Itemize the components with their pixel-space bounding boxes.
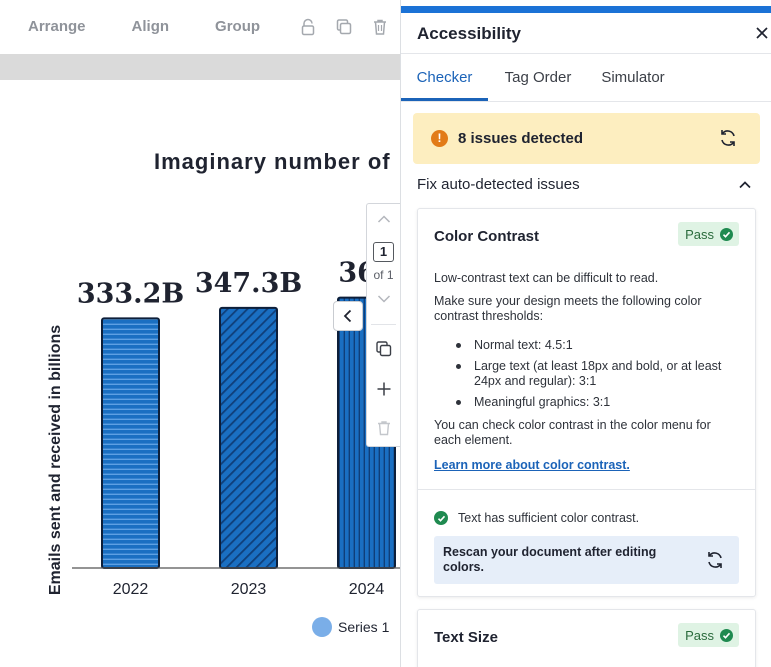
arrange-button[interactable]: Arrange <box>28 18 86 35</box>
card-divider <box>418 489 755 490</box>
plus-icon[interactable] <box>367 381 400 397</box>
legend-series-1-label: Series 1 <box>338 619 390 635</box>
color-contrast-card: Color Contrast Pass Low-contrast text ca… <box>417 208 756 597</box>
panel-divider <box>371 324 396 325</box>
status-badge: Pass <box>678 222 739 246</box>
editor-toolbar: Arrange Align Group <box>0 0 400 54</box>
card-title: Color Contrast <box>434 228 539 245</box>
learn-more-link[interactable]: Learn more about color contrast. <box>434 458 630 472</box>
rescan-prompt: Rescan your document after editing color… <box>434 536 739 584</box>
contrast-result-text: Text has sufficient color contrast. <box>458 511 640 525</box>
fix-issues-label: Fix auto-detected issues <box>417 176 580 193</box>
align-button[interactable]: Align <box>131 18 170 35</box>
issues-banner: ! 8 issues detected <box>413 113 760 164</box>
panel-accent-bar <box>401 6 771 13</box>
page-number[interactable]: 1 <box>373 242 394 262</box>
active-tab-indicator <box>401 98 488 101</box>
chevron-up-icon <box>739 181 751 189</box>
trash-icon[interactable] <box>372 17 388 37</box>
y-axis-label: Emails sent and received in billions <box>47 325 64 595</box>
x-tick-label-2022: 2022 <box>113 581 149 598</box>
status-label: Pass <box>685 627 714 643</box>
editor-area: Arrange Align Group <box>0 0 400 667</box>
list-item: Large text (at least 18px and bold, or a… <box>446 359 736 389</box>
chevron-down-icon[interactable] <box>367 294 400 304</box>
duplicate-page-icon[interactable] <box>367 341 400 357</box>
legend-series-1-swatch <box>312 617 332 637</box>
rescan-text: Rescan your document after editing color… <box>443 545 657 574</box>
page-navigator: 1 of 1 <box>366 203 400 447</box>
data-label-2022: 333.2B <box>77 278 184 309</box>
group-button[interactable]: Group <box>215 18 261 35</box>
tab-simulator[interactable]: Simulator <box>601 69 665 86</box>
tab-checker[interactable]: Checker <box>416 69 473 86</box>
contrast-intro: Low-contrast text can be difficult to re… <box>434 271 659 285</box>
card-title: Text Size <box>434 629 498 646</box>
contrast-result: Text has sufficient color contrast. <box>434 511 639 525</box>
panel-tabs: Checker Tag Order Simulator <box>401 54 771 102</box>
warning-icon: ! <box>431 130 448 147</box>
close-icon[interactable] <box>754 25 770 41</box>
canvas-top-strip <box>0 54 400 80</box>
chevron-left-icon <box>343 309 352 323</box>
check-icon <box>434 511 448 525</box>
text-size-card[interactable]: Text Size Pass <box>417 609 756 667</box>
chart-title: Imaginary number of <box>154 149 391 174</box>
color-menu-note: You can check color contrast in the colo… <box>434 418 711 447</box>
check-icon <box>720 227 733 241</box>
page-count: of 1 <box>373 268 394 282</box>
panel-title: Accessibility <box>417 24 521 43</box>
accessibility-panel: Accessibility Checker Tag Order Simulato… <box>400 0 771 667</box>
panel-header: Accessibility <box>401 13 771 54</box>
thresholds-list: Normal text: 4.5:1 Large text (at least … <box>446 338 736 416</box>
thresholds-intro: Make sure your design meets the followin… <box>434 294 702 323</box>
refresh-icon[interactable] <box>705 550 725 570</box>
status-label: Pass <box>685 226 714 242</box>
bar-chart[interactable]: Imaginary number of Emails sent and rece… <box>0 80 400 667</box>
issues-count: 8 issues detected <box>458 130 584 147</box>
status-badge: Pass <box>678 623 739 647</box>
tab-tag-order[interactable]: Tag Order <box>504 69 572 86</box>
fix-issues-section-toggle[interactable]: Fix auto-detected issues <box>401 172 771 198</box>
x-tick-label-2024: 2024 <box>349 581 385 598</box>
lock-icon[interactable] <box>300 17 316 37</box>
data-label-2023: 347.3B <box>195 268 302 299</box>
bar-2023[interactable] <box>219 306 278 569</box>
list-item: Normal text: 4.5:1 <box>446 338 736 353</box>
chevron-up-icon[interactable] <box>367 214 400 224</box>
refresh-icon[interactable] <box>718 128 738 148</box>
list-item: Meaningful graphics: 3:1 <box>446 395 736 410</box>
chart-legend: Series 1 <box>312 617 390 637</box>
collapse-panel-button[interactable] <box>333 301 363 331</box>
bar-2022[interactable] <box>101 317 160 569</box>
check-icon <box>720 628 733 642</box>
trash-page-icon[interactable] <box>367 420 400 436</box>
duplicate-icon[interactable] <box>336 17 352 37</box>
x-tick-label-2023: 2023 <box>231 581 267 598</box>
